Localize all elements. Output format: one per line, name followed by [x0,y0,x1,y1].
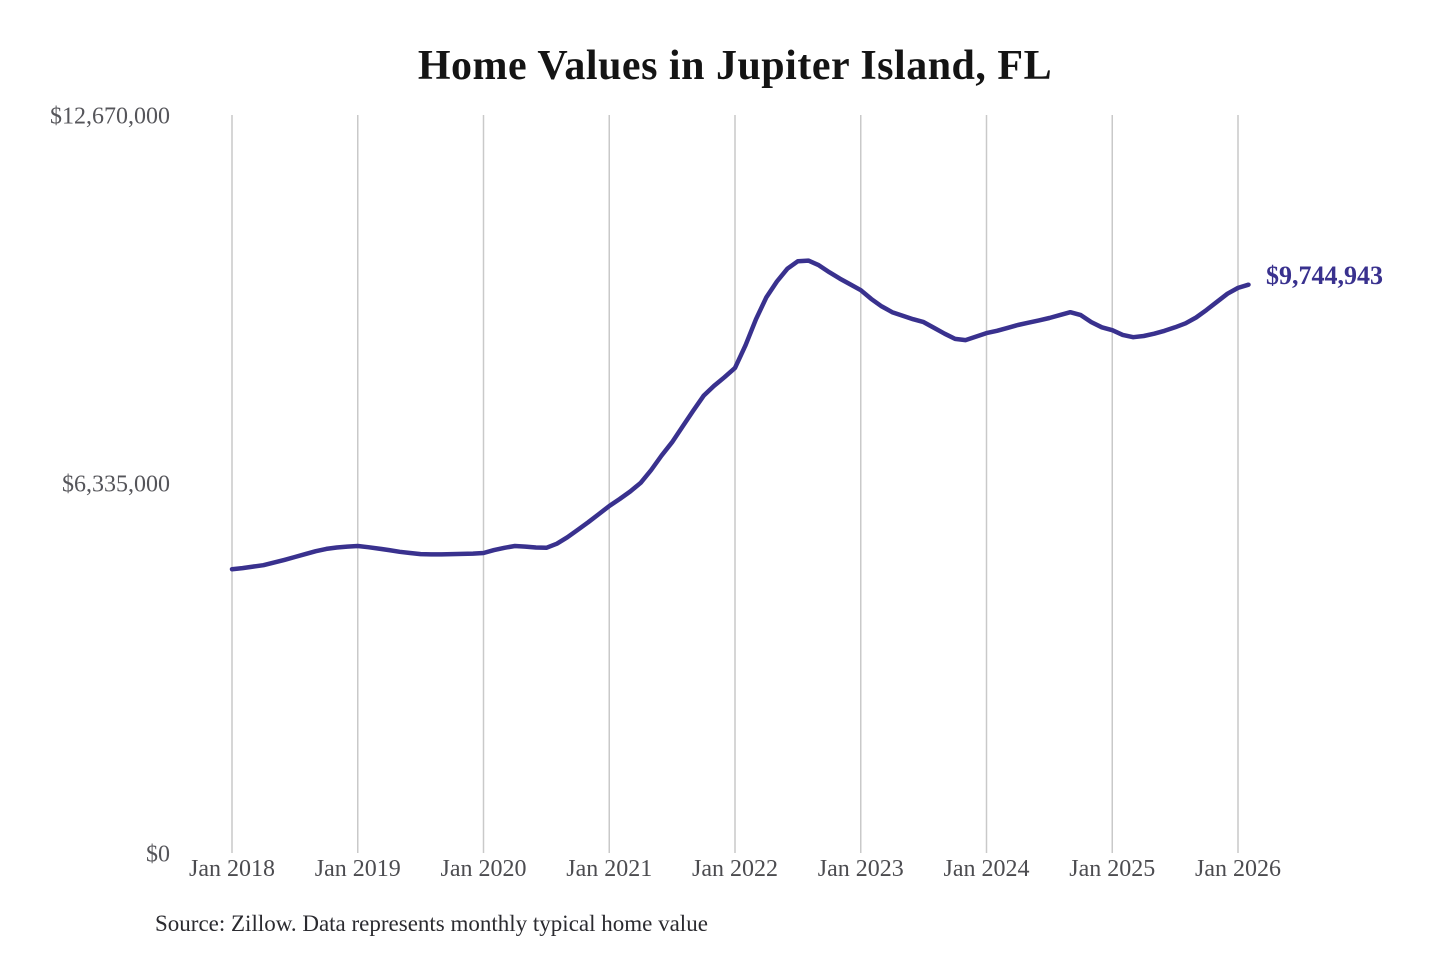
x-axis-label: Jan 2018 [189,856,275,882]
x-axis-label: Jan 2024 [943,856,1030,882]
y-axis-label: $0 [146,841,170,868]
x-axis-label: Jan 2019 [314,856,401,882]
x-axis-label: Jan 2026 [1195,856,1281,882]
y-axis-label: $6,335,000 [62,471,170,497]
y-axis-label: $12,670,000 [50,103,170,130]
x-axis-label: Jan 2021 [566,856,653,882]
home-value-line [229,258,1251,572]
gridline-group [231,115,1239,853]
x-axis-label: Jan 2023 [817,856,904,882]
x-axis-label: Jan 2022 [692,856,778,882]
x-axis-label: Jan 2020 [440,856,527,882]
source-note: Source: Zillow. Data represents monthly … [155,911,708,936]
current-value-label: $9,744,943 [1266,261,1383,290]
x-axis-label: Jan 2025 [1069,856,1156,882]
chart-title: Home Values in Jupiter Island, FL [417,43,1053,89]
